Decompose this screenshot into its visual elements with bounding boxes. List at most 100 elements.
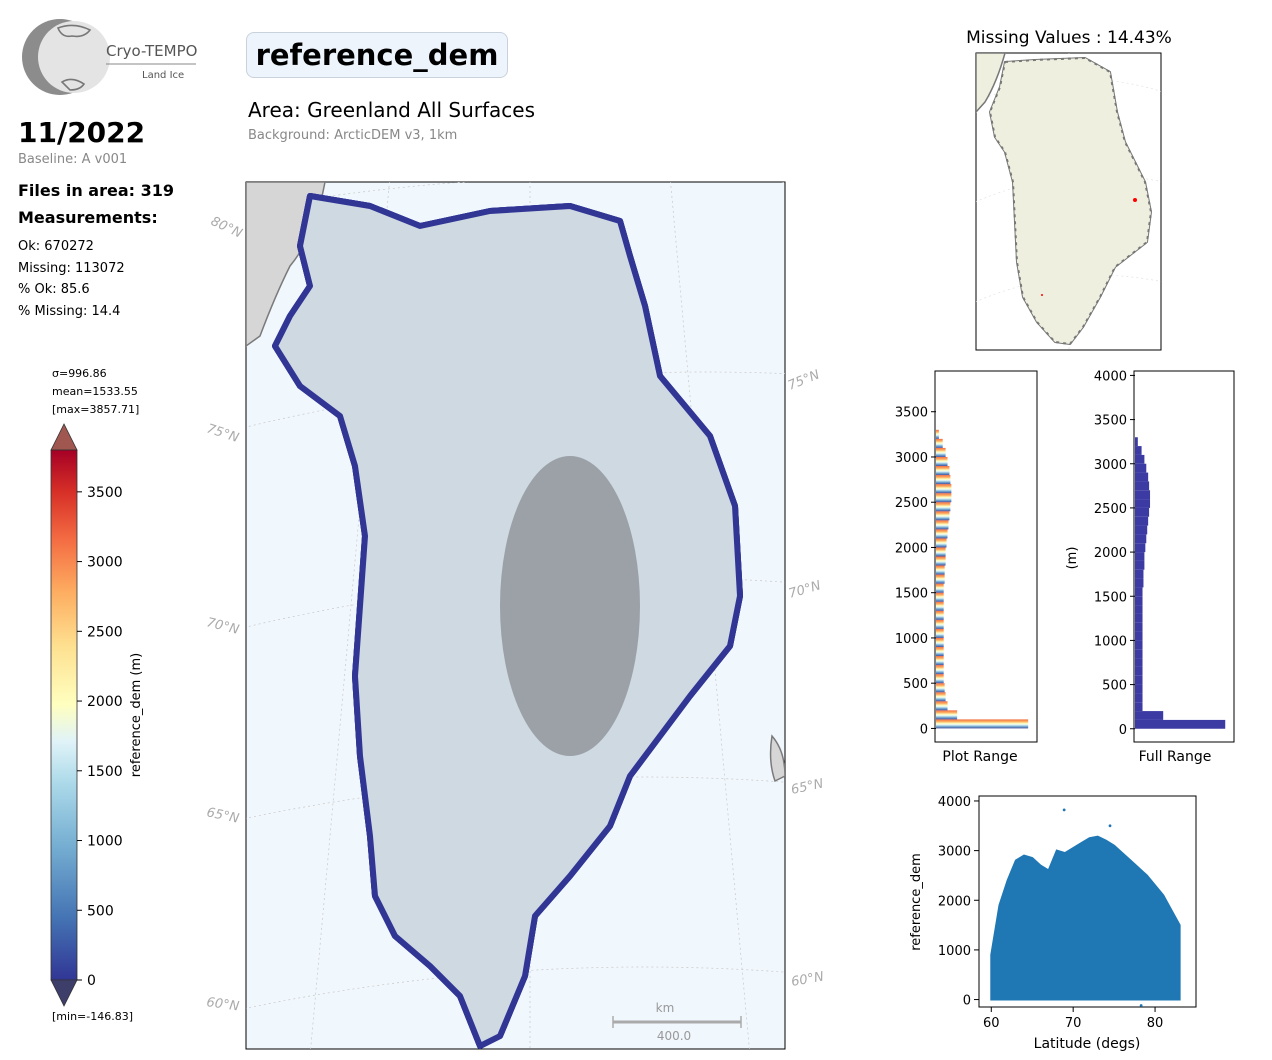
hist-tick-label: 1500 [1094,590,1127,605]
baseline: Baseline: A v001 [18,152,128,167]
hist-tick-label: 500 [903,677,928,692]
lat-labels-left: 80°N 75°N 70°N 65°N 60°N [205,214,245,1015]
scatter-ticks: 0 1000 2000 3000 4000 60 70 80 [938,795,1163,1031]
hist-bar [1135,481,1150,491]
hist-bar [1135,658,1143,667]
lat-left-65: 65°N [205,805,240,827]
scatter-ytick-label: 2000 [938,894,971,909]
hist2-ylabel: (m) [1065,547,1080,570]
cb-tick-label: 2000 [87,694,123,710]
hist-bar [1135,649,1143,659]
measurement-pct-missing: % Missing: 14.4 [18,303,121,319]
hist-tick-label: 2500 [1094,502,1127,517]
hist-tick-label: 2000 [895,541,928,556]
main-map: 80°N 75°N 70°N 65°N 60°N 75°N 70°N 65°N … [205,181,825,1050]
hist-tick-label: 3000 [1094,458,1127,473]
hist-bar [1135,587,1143,597]
hist-bar [936,547,946,557]
scatter-xtick-label: 70 [1065,1016,1082,1031]
hist-bar [1135,552,1145,561]
hist-plot-range: 0 500 1000 1500 2000 2500 3000 3500 Plot Range [895,370,1038,765]
hist-tick-label: 3000 [895,451,928,466]
hist-bar [936,456,948,467]
scatter-cloud [990,835,1181,1001]
hist-bar [1135,569,1144,579]
hist-bar [936,628,944,638]
cb-max-arrow [50,423,78,451]
scatter-ytick-label: 4000 [938,795,971,810]
cb-sigma: σ=996.86 [52,367,107,380]
hist-bar [936,601,944,611]
lat-left-80: 80°N [208,214,244,242]
logo-subtitle: Land Ice [142,70,184,81]
hist-tick-label: 0 [1119,723,1127,738]
param-title: reference_dem [246,32,508,78]
hist-bar [936,447,946,457]
cb-gradient [50,449,78,981]
hist-bar [936,683,945,693]
cb-tick-label: 0 [87,973,96,989]
hist-bar [1135,640,1143,650]
hist-bar [936,646,944,657]
lat-left-75: 75°N [205,422,241,446]
lat-right-65: 65°N [790,776,825,798]
scatter-ytick-label: 0 [963,994,971,1009]
scatter-plot: 0 1000 2000 3000 4000 60 70 80 reference_dem La… [909,795,1197,1052]
cb-tick-label: 3000 [87,555,123,571]
scatter-outlier [1108,824,1112,828]
hist2-bars [1135,437,1226,729]
hist-bar [1135,543,1146,553]
hist-tick-label: 2500 [895,496,928,511]
hist-bar [1135,702,1143,712]
hist-bar [1135,534,1147,544]
hist-bar [936,502,951,512]
hist2-xlabel: Full Range [1139,749,1212,765]
hist-bar [936,701,948,711]
cb-max: [max=3857.71] [52,403,139,416]
hist1-ticks: 0 500 1000 1500 2000 2500 3000 3500 [895,406,936,737]
missing-map [975,52,1162,351]
hist-bar [936,511,950,521]
hist-tick-label: 2000 [1094,546,1127,561]
hist-bar [936,637,944,647]
cb-tick-label: 500 [87,903,114,919]
hist-bar [936,610,944,620]
hist-bar [936,538,947,548]
colorbar: σ=996.86 mean=1533.55 [max=3857.71] 3500… [50,367,144,1023]
cb-tick-label: 3500 [87,485,123,501]
measurement-pct-ok: % Ok: 85.6 [18,282,90,297]
hist-full-range: 0 500 1000 1500 2000 2500 3000 3500 4000 (m) Ful… [1065,369,1235,765]
measurements-heading: Measurements: [18,208,158,227]
lat-labels-right: 75°N 70°N 65°N 60°N [786,367,825,990]
lat-right-70: 70°N [787,578,823,602]
cb-min: [min=-146.83] [52,1010,133,1023]
scalebar-unit: km [656,1001,675,1015]
files-in-area: Files in area: 319 [18,181,174,200]
cb-tick-label: 2500 [87,624,123,640]
hist-bar [936,656,944,666]
hist-bar [936,692,946,702]
hist-bar [936,583,944,593]
hist-bar [936,665,944,675]
hist-bar [936,475,951,485]
hist-bar [1135,596,1143,606]
cb-label: reference_dem (m) [129,653,144,777]
hist-bar [936,574,945,584]
cb-mean: mean=1533.55 [52,385,138,398]
measurement-missing: Missing: 113072 [18,260,125,276]
scatter-xtick-label: 60 [983,1016,1000,1031]
scalebar: km 400.0 [612,1001,742,1043]
hist-bar [1135,472,1149,482]
hist-tick-label: 3500 [895,406,928,421]
hist-bar [1135,507,1150,517]
lat-right-60: 60°N [790,969,825,990]
lat-right-75: 75°N [786,367,822,393]
hist-bar [936,466,950,476]
lat-left-60: 60°N [205,995,240,1014]
hist-bar [936,556,946,566]
scatter-points [990,808,1181,1007]
measurements-list: Ok: 670272 Missing: 113072 % Ok: 85.6 % … [18,236,125,322]
hist-bar [1135,719,1226,729]
scatter-ytick-label: 3000 [938,845,971,860]
hist-bar [936,619,944,629]
